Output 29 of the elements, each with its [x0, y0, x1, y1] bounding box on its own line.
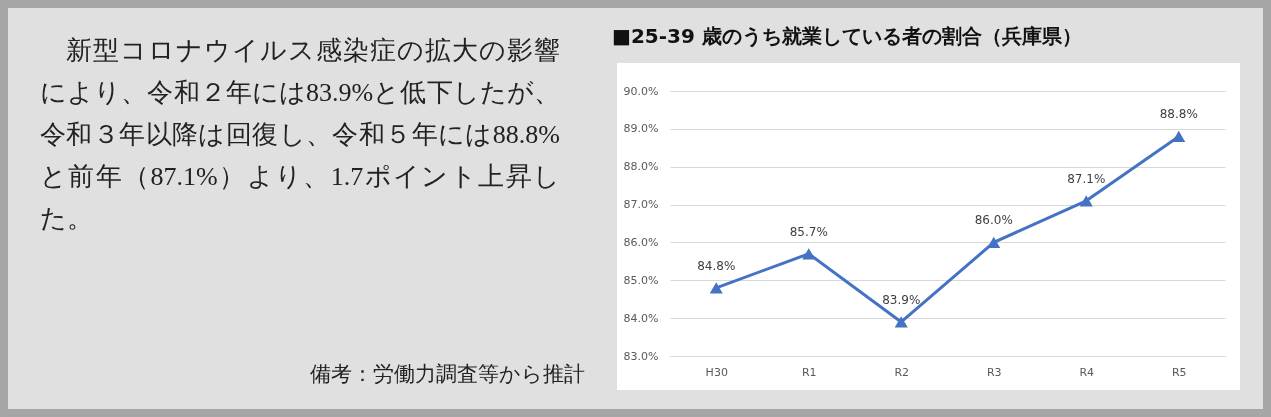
y-tick-label: 86.0%: [623, 235, 659, 249]
x-tick-label: R2: [894, 365, 910, 379]
data-label: 83.9%: [882, 292, 921, 307]
y-tick-label: 88.0%: [623, 160, 659, 174]
y-tick-label: 87.0%: [623, 198, 659, 212]
point: [709, 282, 723, 294]
point: [1079, 195, 1093, 207]
x-tick-label: R3: [986, 365, 1002, 379]
y-tick-label: 90.0%: [623, 84, 659, 98]
point: [1172, 130, 1186, 143]
point: [894, 316, 908, 328]
data-label: 87.1%: [1067, 171, 1106, 186]
point: [987, 236, 1001, 249]
x-tick-label: H30: [705, 365, 728, 379]
x-tick-label: R5: [1171, 365, 1187, 379]
y-tick-label: 89.0%: [623, 122, 659, 136]
y-tick-label: 83.0%: [623, 349, 659, 363]
text: 備考：労働力調査等から推計: [310, 361, 585, 388]
y-tick-label: 84.0%: [623, 311, 659, 325]
data-label: 84.8%: [697, 258, 736, 273]
point: [802, 248, 816, 260]
data-label: 85.7%: [789, 224, 828, 239]
chart-title: ■25-39 歳のうち就業している者の割合（兵庫県）: [612, 23, 1082, 50]
y-tick-label: 85.0%: [623, 273, 659, 287]
x-tick-label: R1: [801, 365, 817, 379]
x-tick-label: R4: [1079, 365, 1095, 379]
data-label: 86.0%: [974, 213, 1013, 228]
data-label: 88.8%: [1159, 107, 1198, 122]
text: 新型コロナウイルス感染症の拡大の影響により、令和２年には83.9%と低下したが、令和３年以降は回復し、令和５年には88.8%と前年（87.1%）より、1.7ポイント上昇した。: [40, 35, 560, 235]
